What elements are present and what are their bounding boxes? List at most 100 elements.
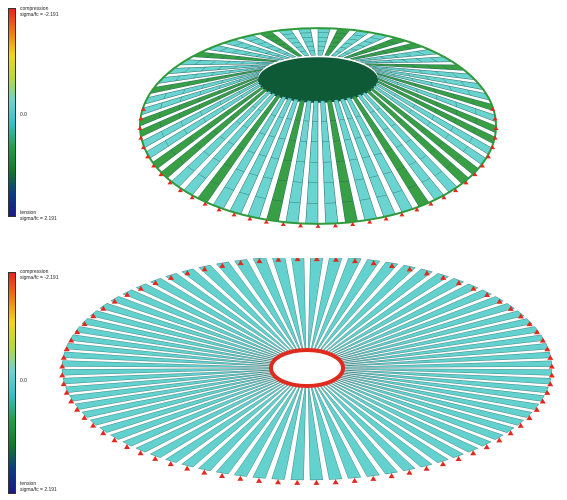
support-marker [455, 456, 462, 462]
mesh-line [210, 71, 215, 76]
mesh-line [431, 115, 435, 120]
support-marker [152, 279, 159, 285]
mesh-line [454, 118, 456, 124]
mesh-line [201, 84, 205, 89]
mesh-line [209, 60, 216, 65]
mesh-line [398, 119, 403, 123]
mesh-line [367, 58, 372, 61]
support-marker [526, 414, 533, 420]
support-marker [544, 389, 551, 395]
support-marker [370, 475, 377, 481]
support-marker [399, 212, 405, 217]
mesh-line [270, 114, 276, 117]
mesh-line [247, 57, 253, 61]
mesh-line [254, 48, 262, 52]
mesh-line [426, 64, 433, 69]
mesh-line [274, 49, 282, 52]
support-marker [470, 285, 477, 291]
mesh-line [415, 99, 417, 103]
support-marker [263, 219, 269, 224]
mesh-line [369, 47, 378, 50]
mesh-line [382, 104, 386, 107]
mesh-line [410, 64, 417, 68]
support-marker [124, 291, 131, 297]
mesh-line [407, 73, 411, 77]
support-marker [492, 116, 498, 121]
mesh-line [376, 194, 387, 198]
mesh-line [199, 91, 202, 96]
mesh-line [212, 130, 218, 135]
legend-tension-label: tension [20, 481, 37, 487]
support-marker [167, 461, 174, 467]
mesh-line [362, 156, 370, 159]
mesh-line [392, 190, 403, 194]
mesh-line [448, 85, 452, 91]
support-marker [441, 195, 447, 200]
support-marker [151, 163, 157, 168]
mesh-line [374, 131, 380, 134]
mesh-line [427, 121, 431, 126]
mesh-line [344, 52, 350, 54]
mesh-line [180, 121, 183, 127]
mesh-line [395, 64, 400, 67]
support-marker [367, 219, 373, 224]
mesh-line [200, 66, 207, 72]
mesh-line [344, 138, 351, 141]
mesh-line [381, 50, 389, 54]
torus-model-panel: compression sigma/fc = -2.191 0.0 tensio… [0, 0, 567, 240]
mesh-line [242, 125, 248, 128]
mesh-line [159, 121, 161, 128]
legend-tension-value: sigma/fc = 2.191 [20, 216, 57, 222]
mesh-line [391, 123, 396, 127]
support-marker [184, 270, 191, 276]
mesh-line [374, 60, 379, 63]
mesh-line [338, 119, 345, 121]
support-marker [256, 258, 263, 264]
support-marker [428, 201, 434, 206]
mesh-line [161, 131, 164, 138]
mesh-line [257, 109, 262, 112]
support-marker [111, 298, 118, 304]
mesh-line [210, 180, 220, 185]
mesh-line [370, 110, 375, 113]
support-marker [137, 285, 144, 291]
support-marker [479, 163, 485, 168]
support-marker [490, 145, 496, 150]
mesh-line [469, 136, 473, 143]
support-marker [472, 172, 478, 177]
mesh-line [387, 101, 390, 104]
mesh-line [396, 89, 398, 93]
mesh-line [408, 161, 417, 166]
mesh-line [179, 113, 181, 119]
torus-hole [258, 57, 378, 103]
stress-colorbar [8, 272, 16, 494]
support-marker [485, 154, 491, 159]
mesh-line [222, 106, 225, 110]
support-marker [145, 154, 151, 159]
support-marker [59, 372, 66, 378]
mesh-line [287, 37, 297, 40]
support-marker [280, 222, 286, 227]
mesh-line [218, 96, 220, 100]
mesh-line [376, 107, 381, 111]
mesh-line [363, 41, 373, 44]
support-marker [315, 223, 321, 228]
mesh-line [268, 56, 273, 59]
mesh-line [415, 58, 423, 63]
mesh-line [347, 117, 353, 119]
mesh-line [425, 75, 429, 80]
mesh-line [278, 43, 287, 46]
mesh-line [364, 134, 371, 137]
mesh-line [219, 101, 222, 105]
mesh-line [194, 60, 202, 65]
support-marker [177, 188, 183, 193]
stress-colorbar [8, 8, 16, 217]
mesh-line [265, 51, 272, 54]
support-marker [140, 145, 146, 150]
support-marker [138, 135, 144, 140]
mesh-line [187, 166, 195, 172]
mesh-line [239, 191, 250, 196]
mesh-line [285, 47, 292, 50]
mesh-line [247, 150, 255, 154]
support-marker [237, 260, 244, 266]
